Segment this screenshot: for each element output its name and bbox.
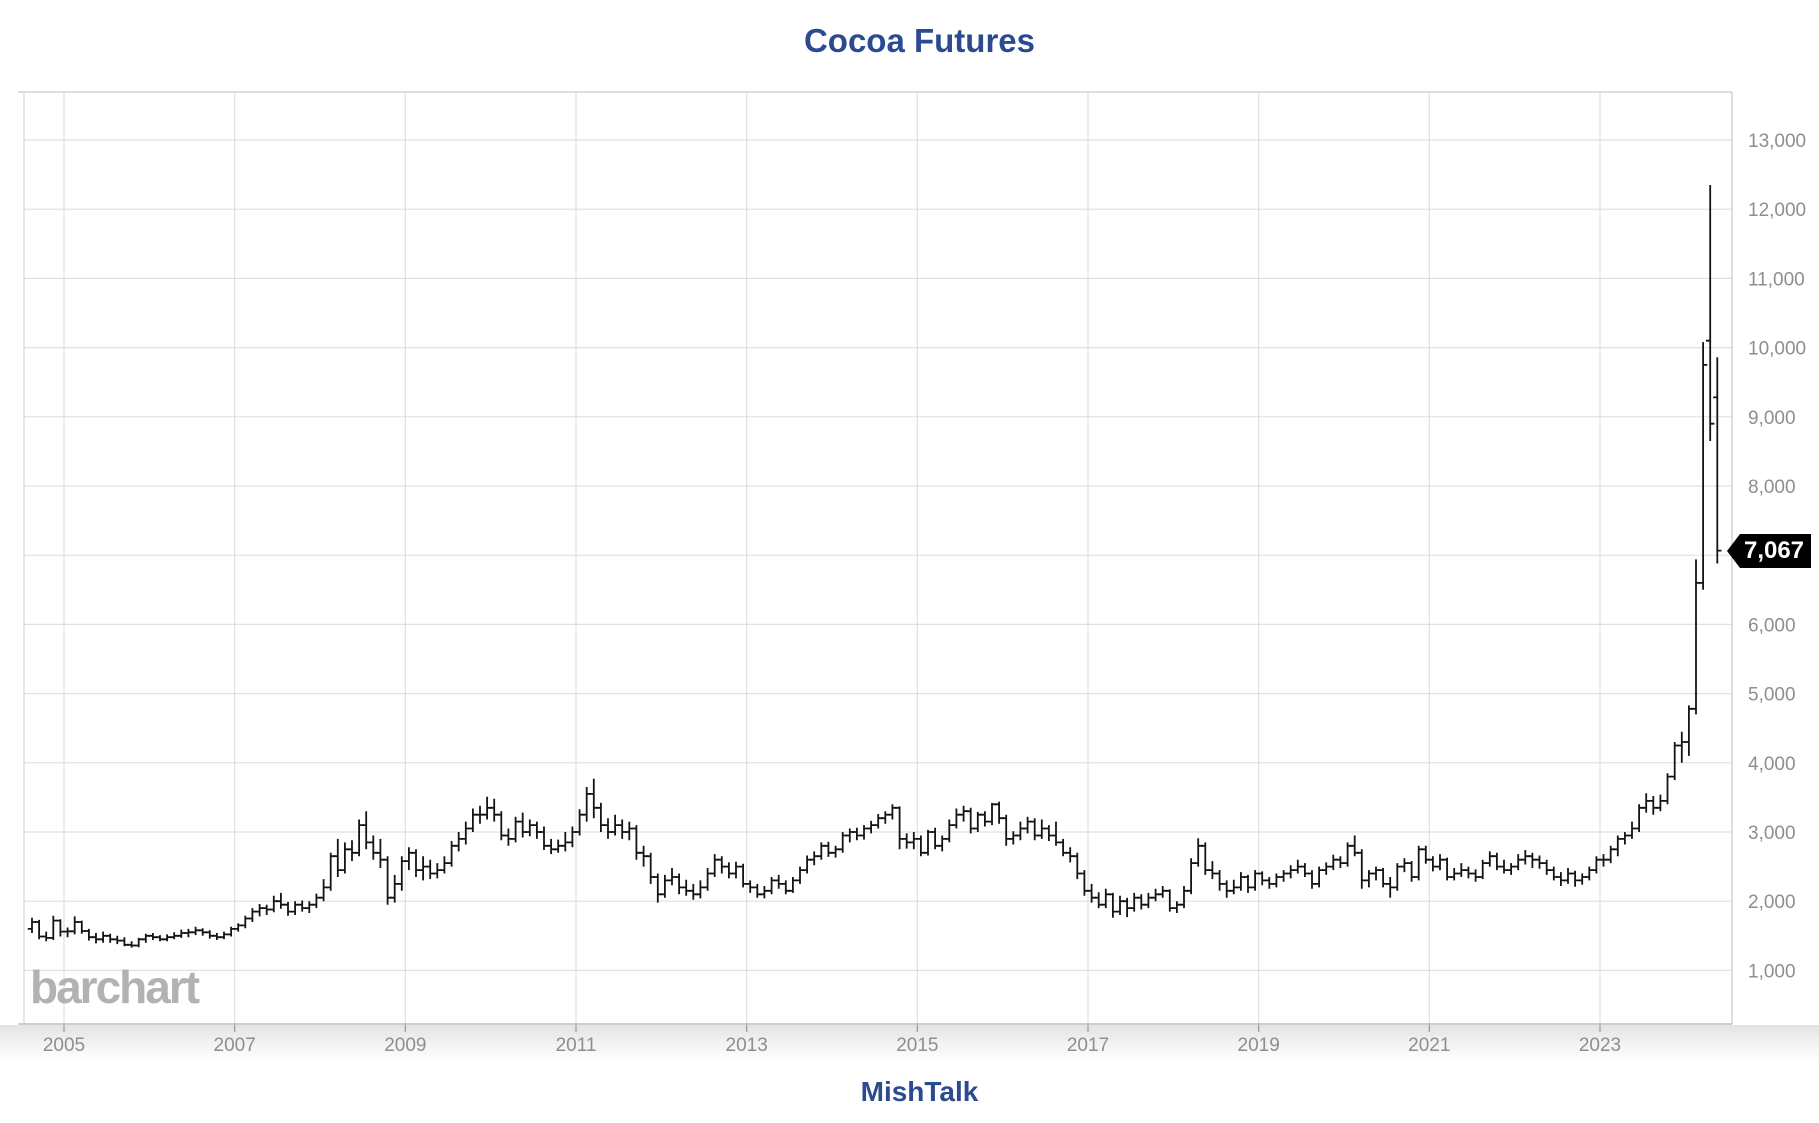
- y-axis-label: 8,000: [1748, 477, 1796, 498]
- x-axis-label: 2011: [556, 1035, 597, 1056]
- page-title: Cocoa Futures: [803, 22, 1036, 59]
- last-price-value: 7,067: [1743, 537, 1805, 564]
- y-axis-label: 4,000: [1748, 754, 1796, 775]
- y-axis-label: 9,000: [1748, 408, 1796, 429]
- plot-area[interactable]: [24, 92, 1732, 1024]
- x-axis-label: 2021: [1408, 1035, 1450, 1056]
- ohlc-bar: [1706, 185, 1715, 441]
- y-axis-label: 2,000: [1748, 892, 1796, 913]
- x-axis-label: 2007: [214, 1035, 256, 1056]
- x-axis-label: 2017: [1067, 1035, 1109, 1056]
- last-price-tag: 7,067: [1727, 534, 1811, 568]
- x-axis-label: 2013: [726, 1035, 768, 1056]
- y-axis-label: 3,000: [1748, 823, 1796, 844]
- y-axis-label: 6,000: [1748, 615, 1796, 636]
- x-axis-label: 2023: [1579, 1035, 1621, 1056]
- x-axis-label: 2009: [384, 1035, 426, 1056]
- ohlc-bar: [1713, 357, 1722, 564]
- y-axis-label: 11,000: [1748, 269, 1805, 290]
- y-axis-label: 10,000: [1748, 339, 1806, 360]
- x-axis-label: 2019: [1238, 1035, 1280, 1056]
- y-axis-label: 1,000: [1748, 961, 1796, 982]
- x-axis-label: 2005: [43, 1035, 85, 1056]
- barchart-watermark-logo: barchart: [30, 961, 200, 1013]
- x-axis-label: 2015: [896, 1035, 938, 1056]
- footer-brand-link[interactable]: MishTalk: [860, 1076, 979, 1107]
- x-axis-band: [0, 1025, 1819, 1063]
- y-axis-label: 12,000: [1748, 200, 1806, 221]
- y-axis-label: 5,000: [1748, 685, 1796, 706]
- y-axis-label: 13,000: [1748, 131, 1806, 152]
- ohlc-bar: [1698, 342, 1708, 590]
